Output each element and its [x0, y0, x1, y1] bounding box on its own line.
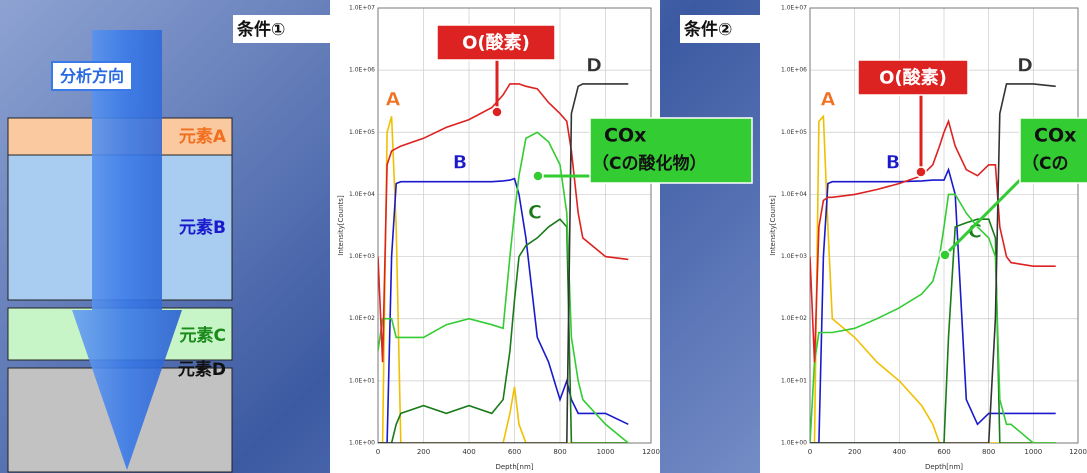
- pointer-dot: [533, 171, 543, 181]
- y-tick-label: 1.0E+06: [781, 67, 807, 74]
- series-label: A: [821, 89, 836, 111]
- pointer-dot: [916, 167, 926, 177]
- layer-diagram: 分析方向 元素A 元素B 元素C 元素D: [8, 30, 232, 472]
- series-note: （Cの酸化物）: [592, 153, 706, 174]
- y-tick-label: 1.0E+00: [781, 440, 807, 447]
- y-axis-label: Intensity[Counts]: [769, 195, 777, 256]
- series-label: O(酸素): [462, 32, 530, 54]
- y-tick-label: 1.0E+04: [781, 191, 807, 198]
- layer-label: 元素C: [180, 326, 226, 346]
- x-tick-label: 1000: [597, 448, 615, 456]
- y-tick-label: 1.0E+06: [349, 67, 375, 74]
- x-axis-label: Depth[nm]: [495, 463, 533, 471]
- layer-label: 元素B: [179, 218, 226, 238]
- y-tick-label: 1.0E+03: [781, 253, 807, 260]
- series-label: O(酸素): [879, 67, 947, 89]
- y-tick-label: 1.0E+01: [781, 377, 807, 384]
- x-tick-label: 800: [982, 448, 995, 456]
- arrow-label: 分析方向: [60, 67, 124, 86]
- series-note: （Cの: [1022, 153, 1068, 174]
- x-tick-label: 1200: [1069, 448, 1087, 456]
- series-label: A: [386, 89, 401, 111]
- pointer-dot: [492, 107, 502, 117]
- y-tick-label: 1.0E+05: [349, 129, 375, 136]
- y-tick-label: 1.0E+05: [781, 129, 807, 136]
- slide-graphics: 分析方向 元素A 元素B 元素C 元素D 1.0E+001.0E+011.0E+…: [0, 0, 1087, 473]
- y-axis-label: Intensity[Counts]: [337, 195, 345, 256]
- x-tick-label: 0: [808, 448, 812, 456]
- x-tick-label: 400: [893, 448, 906, 456]
- x-tick-label: 1000: [1024, 448, 1042, 456]
- x-tick-label: 1200: [642, 448, 660, 456]
- y-tick-label: 1.0E+02: [349, 315, 375, 322]
- y-tick-label: 1.0E+03: [349, 253, 375, 260]
- chart: 1.0E+00 1.0E+01 1.0E+02 1.0E+03 1.0E+04 1.0E+…: [233, 0, 752, 473]
- series-label: B: [886, 152, 900, 174]
- x-tick-label: 200: [417, 448, 430, 456]
- series-label: C: [528, 202, 542, 224]
- x-tick-label: 600: [508, 448, 521, 456]
- slide: 分析方向 元素A 元素B 元素C 元素D 1.0E+001.0E+011.0E+…: [0, 0, 1087, 473]
- series-label: D: [1017, 55, 1033, 77]
- y-tick-label: 1.0E+01: [349, 377, 375, 384]
- chart-title: 条件②: [683, 19, 732, 40]
- x-tick-label: 0: [376, 448, 380, 456]
- x-tick-label: 600: [937, 448, 950, 456]
- chart-title: 条件①: [236, 19, 285, 40]
- chart-panel: [330, 0, 660, 473]
- pointer-dot: [940, 250, 950, 260]
- y-tick-label: 1.0E+00: [349, 440, 375, 447]
- x-axis-label: Depth[nm]: [925, 463, 963, 471]
- chart: 1.0E+00 1.0E+01 1.0E+02 1.0E+03 1.0E+04 1.0E+…: [680, 0, 1087, 473]
- series-label: COx: [1034, 125, 1076, 147]
- series-label: D: [586, 55, 602, 77]
- y-tick-label: 1.0E+07: [781, 5, 807, 12]
- x-tick-label: 400: [462, 448, 475, 456]
- y-tick-label: 1.0E+02: [781, 315, 807, 322]
- layer-label: 元素A: [179, 127, 227, 147]
- layer-label: 元素D: [178, 360, 226, 380]
- x-tick-label: 200: [848, 448, 861, 456]
- x-tick-label: 800: [553, 448, 566, 456]
- y-tick-label: 1.0E+07: [349, 5, 375, 12]
- y-tick-label: 1.0E+04: [349, 191, 375, 198]
- series-label: B: [453, 152, 467, 174]
- series-label: COx: [604, 125, 646, 147]
